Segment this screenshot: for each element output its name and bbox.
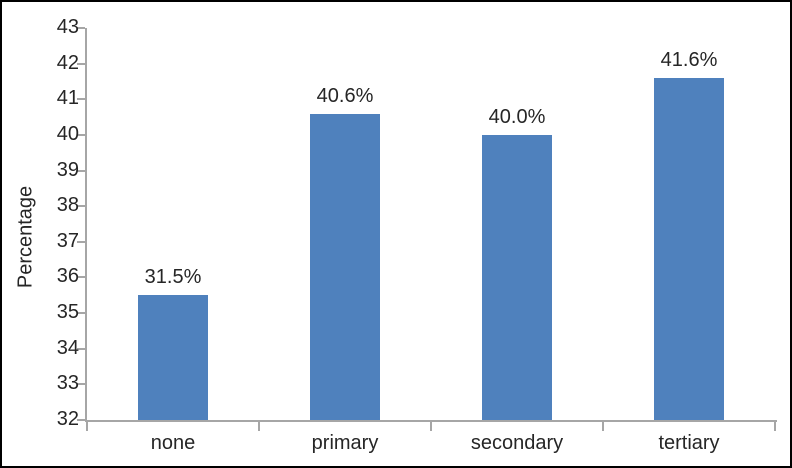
y-tick-label: 35 [56, 301, 79, 324]
y-axis-tick [77, 312, 85, 315]
y-axis-tick [77, 205, 85, 208]
bar-value-label: 41.6% [660, 48, 718, 71]
y-axis-tick [77, 240, 85, 243]
plot-area: 31.5% 40.6% 40.0% 41.6% [77, 27, 777, 431]
bar-value-label: 40.6% [316, 84, 374, 107]
y-tick-label: 36 [56, 265, 79, 288]
x-axis-tick [774, 422, 776, 431]
bar [310, 113, 380, 420]
y-tick-label: 41 [56, 87, 79, 110]
y-axis-tick [77, 62, 85, 65]
bar [138, 295, 208, 420]
x-category-label: secondary [470, 432, 564, 454]
x-axis-tick [86, 422, 88, 431]
x-axis-tick [602, 422, 604, 431]
x-axis-line [85, 420, 777, 422]
y-tick-label: 38 [56, 194, 79, 217]
y-axis-tick [77, 98, 85, 101]
y-tick-label: 33 [56, 372, 79, 395]
y-axis-line [85, 28, 87, 422]
x-category-label: none [150, 432, 196, 454]
y-axis-tick [77, 276, 85, 279]
y-tick-label: 37 [56, 229, 79, 252]
y-axis-tick [77, 169, 85, 172]
y-axis-tick [77, 27, 85, 29]
y-tick-label: 40 [56, 122, 79, 145]
y-tick-label: 32 [56, 408, 79, 430]
y-axis-tick [77, 383, 85, 386]
y-tick-label: 42 [56, 51, 79, 74]
x-axis-tick [430, 422, 432, 431]
x-category-label: tertiary [658, 432, 720, 454]
bar-value-label: 31.5% [144, 266, 202, 289]
bar-value-label: 40.0% [488, 105, 546, 128]
x-axis-tick [258, 422, 260, 431]
y-tick-label: 43 [56, 16, 79, 38]
y-tick-label: 34 [56, 336, 79, 359]
x-category-label: primary [311, 432, 379, 454]
y-tick-label: 39 [56, 158, 79, 181]
bar [654, 77, 724, 420]
y-axis-tick [77, 419, 85, 421]
y-axis-tick [77, 133, 85, 136]
y-axis-tick [77, 347, 85, 350]
bar [482, 134, 552, 420]
